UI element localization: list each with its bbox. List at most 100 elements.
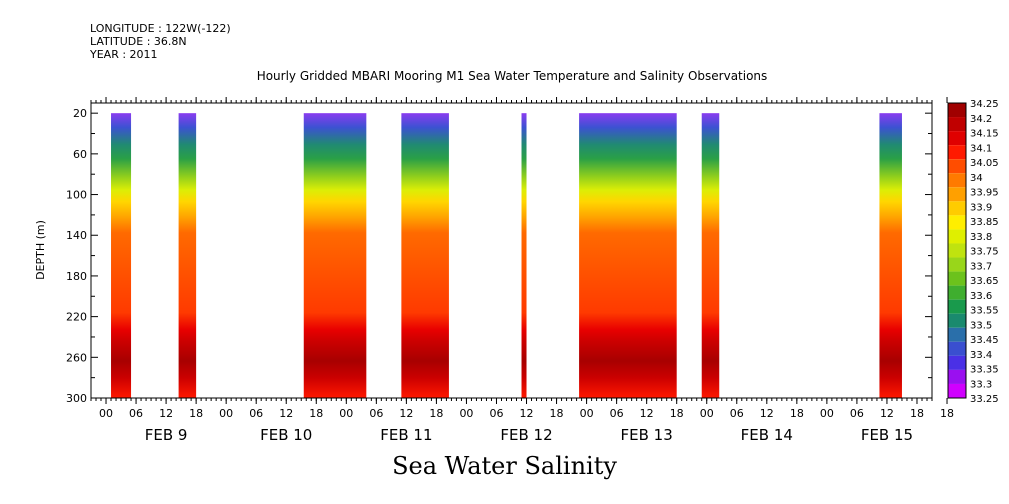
x-tick-label: 00 (99, 407, 113, 420)
colorbar-swatch (948, 117, 966, 132)
x-tick-label: 12 (279, 407, 293, 420)
colorbar-label: 33.65 (970, 276, 999, 287)
x-tick-label: 12 (640, 407, 654, 420)
colorbar-label: 33.45 (970, 335, 999, 346)
colorbar-label: 33.9 (970, 202, 992, 213)
colorbar-label: 34 (970, 173, 983, 184)
y-tick-label: 220 (66, 311, 87, 324)
x-tick-label: 00 (459, 407, 473, 420)
data-layer (111, 113, 902, 398)
x-tick-label: 12 (520, 407, 534, 420)
colorbar-swatch (948, 355, 966, 370)
x-tick-label: 06 (369, 407, 383, 420)
colorbar-label: 34.1 (970, 143, 992, 154)
colorbar-label: 33.5 (970, 320, 992, 331)
colorbar-label: 34.25 (970, 99, 999, 110)
axes: 20 60 100 140 180 220 260 300 00 06 12 18 00 06 12 18 00… (66, 97, 954, 444)
x-tick-label: 18 (910, 407, 924, 420)
colorbar: 34.25 34.2 34.15 34.1 34.05 34 33.95 33.9 33.85 3… (947, 99, 999, 405)
x-day-label: FEB 15 (861, 426, 913, 444)
x-tick-label: 00 (339, 407, 353, 420)
colorbar-label: 33.85 (970, 217, 999, 228)
colorbar-swatch (948, 187, 966, 202)
x-day-label: FEB 10 (260, 426, 312, 444)
colorbar-label: 34.15 (970, 129, 999, 140)
colorbar-swatch (948, 285, 966, 300)
colorbar-label: 33.95 (970, 188, 999, 199)
y-axis-label: DEPTH (m) (34, 220, 47, 280)
salinity-segment (701, 113, 720, 398)
salinity-segment (521, 113, 527, 398)
x-tick-label: 06 (489, 407, 503, 420)
x-day-label: FEB 12 (500, 426, 552, 444)
x-tick-label: 00 (820, 407, 834, 420)
colorbar-label: 34.05 (970, 158, 999, 169)
colorbar-swatch (948, 383, 966, 398)
salinity-segment (401, 113, 449, 398)
colorbar-swatch (948, 215, 966, 230)
x-tick-label: 18 (309, 407, 323, 420)
colorbar-label: 33.35 (970, 365, 999, 376)
colorbar-label: 33.7 (970, 261, 992, 272)
x-day-label: FEB 9 (145, 426, 188, 444)
y-tick-label: 180 (66, 270, 87, 283)
colorbar-swatch (948, 159, 966, 174)
y-tick-label: 300 (66, 392, 87, 405)
colorbar-swatch (948, 145, 966, 160)
colorbar-swatch (948, 131, 966, 146)
colorbar-swatch (948, 201, 966, 216)
x-tick-label: 18 (550, 407, 564, 420)
x-tick-label: 00 (219, 407, 233, 420)
colorbar-label: 33.6 (970, 291, 992, 302)
year-label: YEAR : 2011 (90, 48, 158, 61)
colorbar-swatch (948, 299, 966, 314)
salinity-segment (879, 113, 902, 398)
y-tick-label: 20 (73, 107, 87, 120)
x-tick-label: 18 (429, 407, 443, 420)
x-tick-label: 00 (580, 407, 594, 420)
x-tick-label: 12 (760, 407, 774, 420)
y-tick-label: 100 (66, 189, 87, 202)
x-tick-label: 06 (249, 407, 263, 420)
colorbar-swatch (948, 229, 966, 244)
colorbar-label: 33.55 (970, 306, 999, 317)
y-tick-label: 260 (66, 351, 87, 364)
x-day-label: FEB 13 (621, 426, 673, 444)
y-tick-label: 60 (73, 148, 87, 161)
x-tick-label: 06 (850, 407, 864, 420)
colorbar-swatch (948, 341, 966, 356)
x-tick-label: 18 (670, 407, 684, 420)
colorbar-label: 33.75 (970, 247, 999, 258)
colorbar-frame (947, 102, 967, 399)
salinity-segment (111, 113, 132, 398)
colorbar-label: 34.2 (970, 114, 992, 125)
x-tick-label: 12 (159, 407, 173, 420)
salinity-segment (579, 113, 677, 398)
x-tick-label: 06 (129, 407, 143, 420)
x-day-label: FEB 14 (741, 426, 793, 444)
x-tick-label: 06 (610, 407, 624, 420)
longitude-label: LONGITUDE : 122W(-122) (90, 22, 231, 35)
latitude-label: LATITUDE : 36.8N (90, 35, 187, 48)
x-tick-label: 18 (189, 407, 203, 420)
x-day-label: FEB 11 (380, 426, 432, 444)
colorbar-swatch (948, 271, 966, 286)
colorbar-swatch (948, 243, 966, 258)
chart-caption: Sea Water Salinity (392, 452, 617, 480)
salinity-segment (178, 113, 197, 398)
colorbar-label: 33.8 (970, 232, 992, 243)
colorbar-swatch (948, 173, 966, 188)
colorbar-swatch (948, 369, 966, 384)
x-tick-label: 12 (880, 407, 894, 420)
y-tick-label: 140 (66, 229, 87, 242)
x-tick-label: 12 (399, 407, 413, 420)
x-tick-label: 18 (940, 407, 954, 420)
colorbar-swatch (948, 103, 966, 118)
x-tick-label: 06 (730, 407, 744, 420)
colorbar-label: 33.4 (970, 350, 992, 361)
colorbar-swatch (948, 313, 966, 328)
plot-frame (90, 102, 933, 399)
x-tick-label: 00 (700, 407, 714, 420)
colorbar-swatch (948, 327, 966, 342)
